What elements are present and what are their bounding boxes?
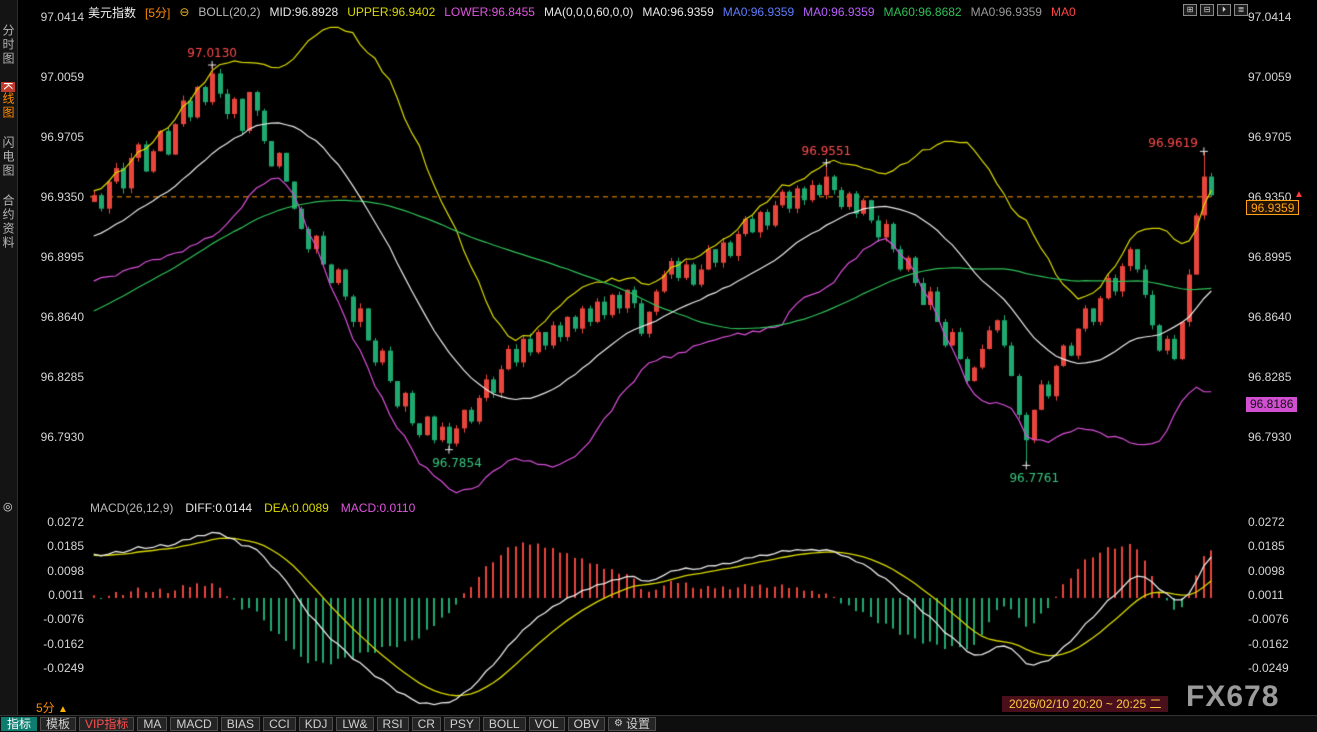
watermark: FX678 bbox=[1186, 680, 1280, 713]
toolbar-item-7[interactable]: CCI bbox=[263, 717, 296, 731]
price-tick-left: 97.0059 bbox=[40, 70, 84, 84]
period-tag[interactable]: 5分 ▲ bbox=[36, 699, 68, 716]
toolbar-item-label: PSY bbox=[449, 717, 474, 731]
price-tick-right: 96.9705 bbox=[1248, 130, 1292, 144]
toolbar-item-label: 指标 bbox=[7, 717, 32, 731]
toolbar-item-label: CR bbox=[417, 717, 435, 731]
active-tab-badge: K bbox=[1, 82, 15, 93]
macd-tick-right: 0.0272 bbox=[1248, 515, 1285, 529]
pan-left-icon[interactable]: ⊞ bbox=[1183, 4, 1197, 16]
toolbar-item-label: KDJ bbox=[304, 717, 328, 731]
sidebar-tab-1[interactable]: 分时图 bbox=[1, 24, 15, 66]
toolbar-item-4[interactable]: MA bbox=[137, 717, 168, 731]
macd-tick-right: 0.0098 bbox=[1248, 563, 1285, 578]
lower-band-badge: 96.8186 bbox=[1246, 396, 1298, 412]
toolbar-item-label: CCI bbox=[269, 717, 290, 731]
toolbar-item-15[interactable]: OBV bbox=[567, 717, 605, 731]
macd-hist-value: MACD:0.0110 bbox=[340, 501, 416, 515]
toolbar-item-11[interactable]: CR bbox=[411, 717, 441, 731]
toolbar-item-label: BIAS bbox=[226, 717, 255, 731]
toolbar-item-8[interactable]: KDJ bbox=[298, 717, 334, 731]
price-tick-left: 96.8640 bbox=[40, 310, 84, 324]
price-tick-right: 97.0414 bbox=[1248, 10, 1292, 24]
toolbar-item-label: VOL bbox=[534, 717, 559, 731]
toolbar-item-label: MA bbox=[143, 717, 162, 731]
toolbar-item-label: 设置 bbox=[625, 717, 650, 731]
price-tick-left: 96.8285 bbox=[40, 370, 84, 384]
price-tick-left: 97.0414 bbox=[40, 10, 84, 24]
window-controls: ⊞ ⊟ ⏵ ≣ bbox=[1183, 4, 1248, 16]
macd-label: MACD(26,12,9) bbox=[90, 501, 174, 515]
sidebar: 分时图 K线图闪电图合约资料 ◎ bbox=[0, 0, 18, 732]
price-tick-right: 96.7930 bbox=[1248, 430, 1292, 444]
macd-tick-left: 0.0185 bbox=[47, 539, 84, 554]
time-range: 2026/02/10 20:20 ~ 20:25 二 bbox=[1002, 696, 1169, 712]
price-tick-right: 97.0059 bbox=[1248, 70, 1292, 84]
price-tick-left: 96.7930 bbox=[40, 430, 84, 444]
period-tag-label: 5分 bbox=[36, 701, 55, 715]
toolbar-item-3[interactable]: VIP指标 bbox=[79, 717, 135, 731]
macd-tick-left: -0.0076 bbox=[43, 612, 84, 627]
current-price-badge: 96.9359 bbox=[1246, 200, 1300, 216]
toolbar-item-9[interactable]: LW& bbox=[336, 717, 374, 731]
toolbar-item-label: MACD bbox=[176, 717, 212, 731]
sidebar-tab-3[interactable]: 闪电图 bbox=[1, 136, 15, 179]
toolbar-item-label: 模板 bbox=[46, 717, 71, 731]
macd-tick-right: -0.0076 bbox=[1248, 612, 1289, 627]
toolbar-item-13[interactable]: BOLL bbox=[482, 717, 526, 731]
toolbar-item-2[interactable]: 模板 bbox=[40, 717, 77, 731]
toolbar-item-10[interactable]: RSI bbox=[376, 717, 409, 731]
toolbar-item-1[interactable]: 指标 bbox=[1, 717, 38, 731]
up-arrow-icon: ▲ bbox=[58, 704, 68, 715]
toolbar-item-label: BOLL bbox=[488, 717, 520, 731]
zoom-in-icon[interactable]: ⏵ bbox=[1217, 4, 1231, 16]
toolbar-item-5[interactable]: MACD bbox=[170, 717, 218, 731]
price-tick-right: 96.8995 bbox=[1248, 250, 1292, 264]
price-tick-left: 96.9705 bbox=[40, 130, 84, 144]
toolbar-item-label: OBV bbox=[573, 717, 599, 731]
sidebar-tabs: 分时图 K线图闪电图合约资料 bbox=[0, 0, 17, 250]
sidebar-tab-2[interactable]: K线图 bbox=[0, 82, 17, 120]
macd-header: MACD(26,12,9) DIFF:0.0144 DEA:0.0089 MAC… bbox=[90, 501, 415, 515]
toolbar-item-6[interactable]: BIAS bbox=[220, 717, 261, 731]
macd-tick-right: -0.0249 bbox=[1248, 660, 1289, 675]
macd-diff-value: DIFF:0.0144 bbox=[185, 501, 253, 515]
macd-tick-left: 0.0011 bbox=[48, 587, 84, 602]
bottom-toolbar: 指标 模板 VIP指标 MA MACD BIAS CCI KDJ LW& RSI CR PSY BOLL… bbox=[0, 715, 1317, 732]
price-tick-right: 96.8640 bbox=[1248, 310, 1292, 324]
toolbar-item-14[interactable]: VOL bbox=[528, 717, 565, 731]
price-up-arrow-icon: ▲ bbox=[1294, 188, 1304, 200]
toolbar-item-16[interactable]: ⚙ 设置 bbox=[607, 717, 656, 731]
macd-tick-right: 0.0185 bbox=[1248, 539, 1285, 554]
zoom-out-icon[interactable]: ≣ bbox=[1234, 4, 1248, 16]
gear-icon: ⚙ bbox=[613, 718, 623, 729]
toolbar-item-12[interactable]: PSY bbox=[443, 717, 480, 731]
toolbar-item-label: LW& bbox=[342, 717, 368, 731]
macd-tick-right: 0.0011 bbox=[1248, 587, 1284, 602]
active-tab-rest: 线图 bbox=[1, 92, 15, 121]
macd-tick-left: 0.0272 bbox=[47, 515, 84, 529]
macd-dea-value: DEA:0.0089 bbox=[264, 501, 329, 515]
price-tick-left: 96.8995 bbox=[40, 250, 84, 264]
macd-tick-left: -0.0249 bbox=[43, 660, 84, 675]
pan-right-icon[interactable]: ⊟ bbox=[1200, 4, 1214, 16]
toolbar-item-label: VIP指标 bbox=[85, 717, 129, 731]
sidebar-tab-4[interactable]: 合约资料 bbox=[1, 194, 15, 251]
toolbar-item-label: RSI bbox=[382, 717, 403, 731]
price-tick-right: 96.8285 bbox=[1248, 370, 1292, 384]
target-icon[interactable]: ◎ bbox=[3, 501, 13, 513]
collapse-icon[interactable]: ⊖ bbox=[179, 5, 190, 19]
macd-tick-left: -0.0162 bbox=[43, 636, 84, 651]
macd-tick-right: -0.0162 bbox=[1248, 636, 1289, 651]
macd-tick-left: 0.0098 bbox=[47, 563, 84, 578]
price-tick-left: 96.9350 bbox=[40, 190, 84, 204]
